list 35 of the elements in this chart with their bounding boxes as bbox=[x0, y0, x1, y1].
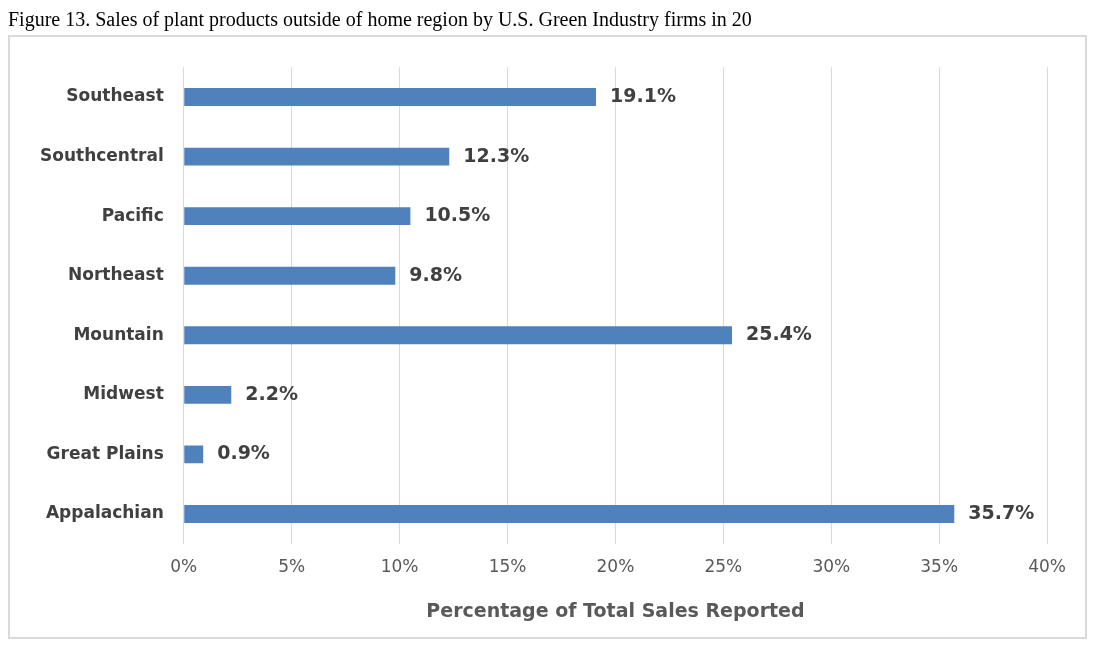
y-tick-label: Mountain bbox=[73, 323, 164, 344]
data-label: 12.3% bbox=[463, 143, 530, 166]
bar bbox=[184, 147, 450, 166]
bar bbox=[184, 326, 732, 345]
x-tick-label: 25% bbox=[704, 556, 743, 577]
y-tick-label: Great Plains bbox=[46, 442, 164, 463]
bar bbox=[184, 385, 232, 404]
bar bbox=[184, 505, 955, 523]
x-tick-label: 30% bbox=[812, 556, 851, 577]
data-label: 2.2% bbox=[245, 381, 298, 404]
x-tick-label: 10% bbox=[380, 556, 419, 577]
x-tick-label: 40% bbox=[1028, 556, 1067, 577]
x-tick-label: 0% bbox=[170, 556, 198, 577]
chart-title: Figure 13. Sales of plant products outside of home region by U.S. Green Industry firms in 20 bbox=[8, 8, 753, 31]
data-label: 19.1% bbox=[610, 83, 676, 106]
y-tick-label: Southcentral bbox=[39, 144, 164, 165]
x-tick-label: 35% bbox=[920, 556, 959, 577]
data-label: 9.8% bbox=[409, 262, 462, 285]
data-label: 35.7% bbox=[968, 500, 1035, 523]
y-tick-label: Midwest bbox=[83, 383, 164, 404]
y-tick-label: Northeast bbox=[67, 264, 164, 285]
bar bbox=[184, 266, 396, 285]
x-tick-label: 15% bbox=[488, 556, 527, 577]
bar bbox=[184, 207, 411, 226]
x-axis-title: Percentage of Total Sales Reported bbox=[426, 598, 805, 621]
x-tick-label: 20% bbox=[596, 556, 635, 577]
bar bbox=[184, 88, 597, 106]
y-tick-label: Appalachian bbox=[45, 502, 164, 523]
data-label: 10.5% bbox=[424, 203, 491, 226]
bar bbox=[184, 445, 204, 464]
x-tick-label: 5% bbox=[278, 556, 306, 577]
y-tick-label: Southeast bbox=[66, 85, 164, 106]
data-label: 0.9% bbox=[217, 441, 270, 464]
y-tick-label: Pacific bbox=[101, 204, 164, 225]
data-label: 25.4% bbox=[745, 322, 812, 345]
